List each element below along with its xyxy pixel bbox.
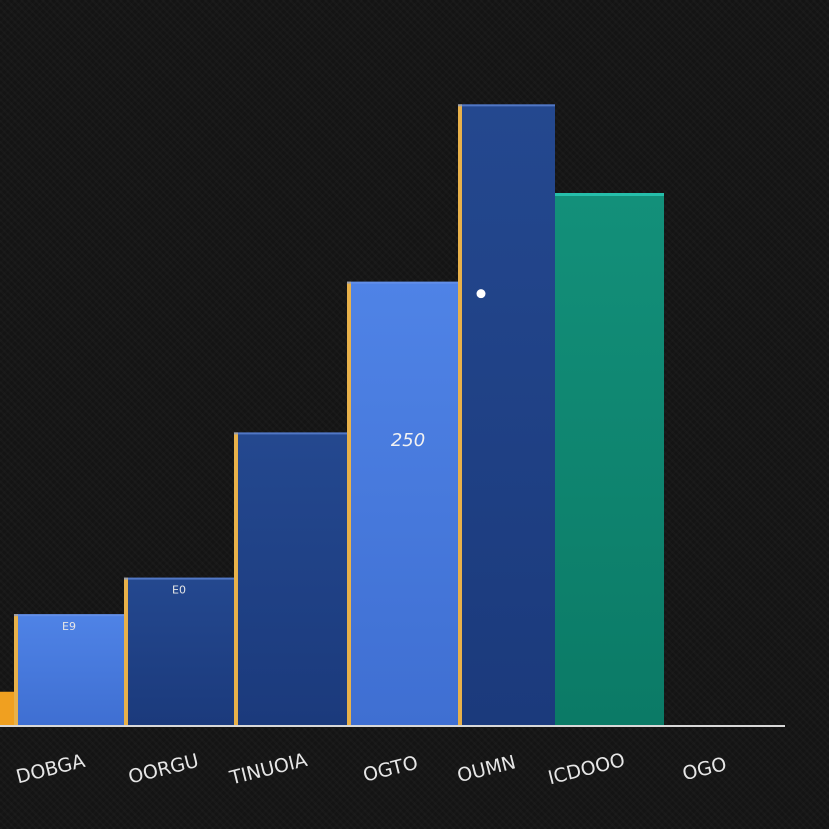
bar-1 (14, 614, 124, 725)
x-tick-label-0: DOBGA (14, 750, 87, 788)
bar-2 (124, 577, 234, 725)
marker-dot (476, 289, 486, 299)
bar-top-4 (347, 281, 458, 284)
bar-edge-4 (347, 281, 351, 725)
x-tick-label-5: ICDOOO (546, 749, 627, 789)
data-label-1: E9 (62, 620, 76, 633)
x-tick-label-6: OGO (680, 753, 729, 785)
x-tick-label-1: OORGU (126, 750, 201, 789)
bar-edge-1 (14, 614, 18, 725)
x-tick-label-2: TINUOIA (227, 749, 310, 790)
bar-top-3 (234, 432, 347, 435)
bar-edge-5 (458, 104, 462, 726)
x-tick-label-4: OUMN (455, 751, 518, 787)
bar-6 (555, 193, 664, 725)
bar-3 (234, 432, 347, 725)
bar-top-6 (555, 193, 664, 196)
bar-top-1 (14, 614, 124, 617)
x-tick-label-3: OGTO (361, 752, 420, 787)
data-label-2: E0 (172, 584, 186, 597)
bar-stub (0, 691, 14, 725)
annotation-0: 250 (391, 430, 425, 451)
bar-4 (347, 281, 458, 725)
bar-top-2 (124, 577, 234, 580)
bar-top-5 (458, 104, 555, 107)
bar-edge-3 (234, 432, 238, 725)
bar-edge-2 (124, 577, 128, 725)
bar-5 (458, 104, 555, 726)
